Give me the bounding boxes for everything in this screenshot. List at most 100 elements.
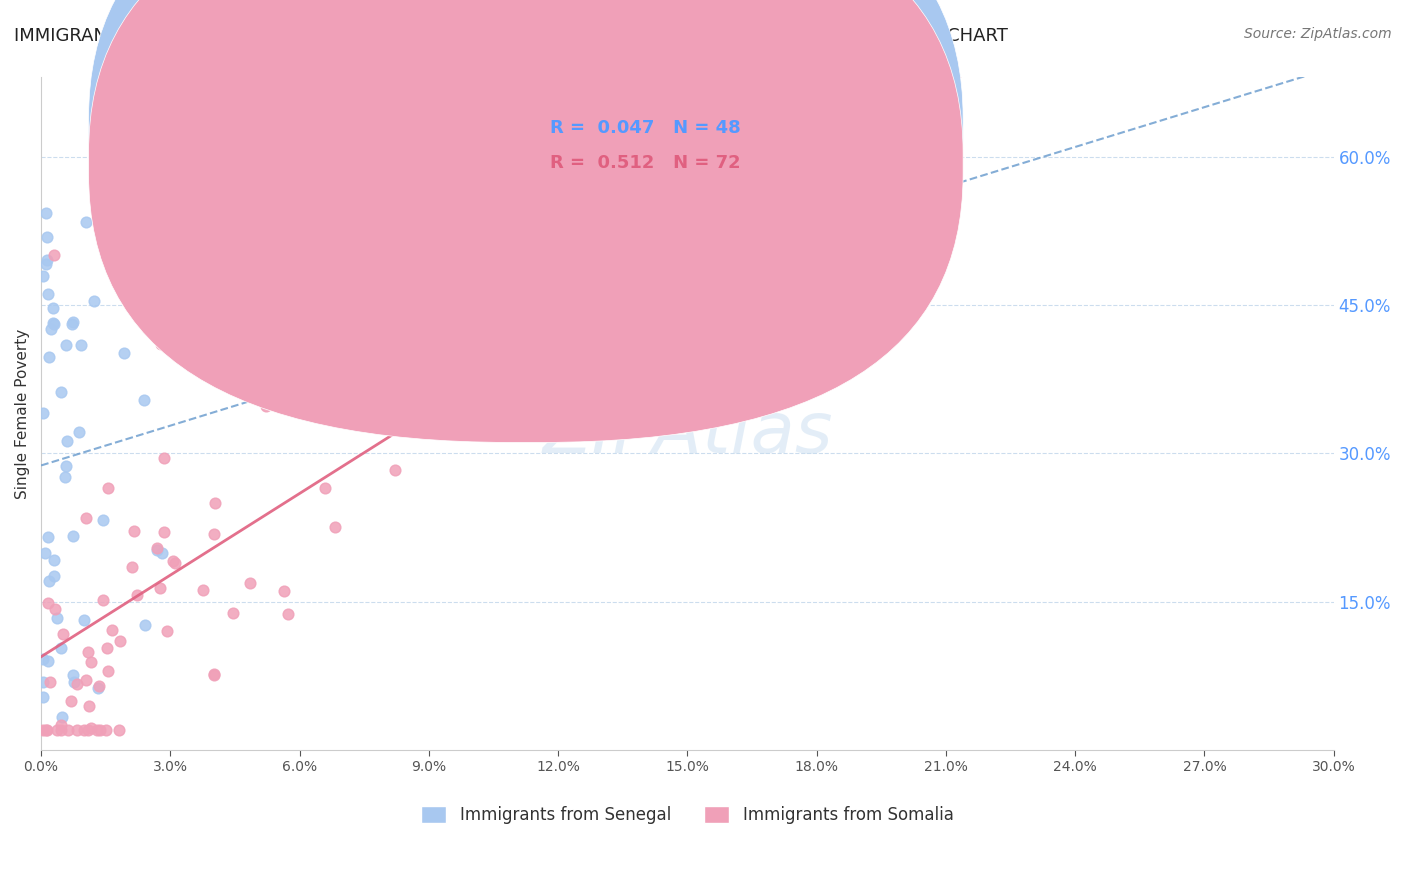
Point [77, 644, 100, 658]
Point [420, 266, 443, 280]
Point [108, 723, 131, 738]
Point [46, 723, 69, 738]
Point [87, 681, 110, 695]
Point [202, 668, 225, 682]
Point [156, 624, 179, 638]
Point [62, 315, 84, 329]
Point [32, 406, 55, 420]
Point [32, 723, 55, 738]
Point [39, 675, 62, 690]
Point [101, 624, 124, 638]
Point [222, 606, 245, 620]
Point [127, 588, 149, 602]
Point [441, 369, 464, 384]
Legend: Immigrants from Senegal, Immigrants from Somalia: Immigrants from Senegal, Immigrants from… [415, 799, 960, 830]
Point [488, 184, 510, 198]
Point [277, 607, 299, 621]
Point [42, 316, 65, 330]
Point [80, 655, 103, 669]
Point [66, 723, 89, 738]
Point [37, 654, 59, 668]
Point [523, 87, 546, 101]
Point [91, 593, 114, 607]
Point [202, 527, 225, 541]
Point [273, 584, 295, 599]
Point [162, 554, 184, 568]
Point [440, 343, 463, 357]
Point [254, 399, 277, 413]
Point [254, 228, 277, 243]
Point [108, 633, 131, 648]
Point [34, 546, 56, 560]
Point [239, 576, 262, 591]
Point [35, 253, 58, 268]
Point [100, 239, 122, 253]
Point [83, 293, 105, 308]
Point [94, 723, 117, 738]
Point [645, 105, 668, 120]
Point [44, 602, 66, 616]
Point [42, 317, 65, 331]
Point [60, 317, 83, 331]
Y-axis label: Single Female Poverty: Single Female Poverty [15, 328, 30, 499]
Point [67, 425, 90, 439]
Text: R =  0.047   N = 48: R = 0.047 N = 48 [550, 119, 741, 136]
Point [37, 287, 59, 301]
Point [150, 546, 173, 560]
Point [49, 718, 72, 732]
Point [76, 723, 98, 738]
Point [51, 723, 73, 738]
Point [122, 524, 145, 538]
Point [79, 722, 101, 736]
Point [49, 640, 72, 655]
Point [86, 723, 108, 738]
Point [87, 679, 110, 693]
Point [32, 690, 55, 704]
Text: Source: ZipAtlas.com: Source: ZipAtlas.com [1244, 27, 1392, 41]
Point [42, 301, 65, 315]
Point [149, 581, 172, 595]
Point [66, 676, 89, 690]
Point [97, 481, 120, 495]
Point [41, 322, 63, 336]
Point [73, 723, 96, 738]
Point [370, 284, 392, 298]
Point [96, 641, 118, 656]
Point [202, 666, 225, 681]
Point [89, 723, 111, 738]
Point [340, 367, 363, 381]
Point [34, 257, 56, 271]
Point [62, 667, 84, 681]
Point [152, 450, 174, 465]
Point [32, 269, 55, 284]
Point [311, 367, 333, 381]
Point [56, 723, 79, 738]
Point [146, 543, 169, 558]
Point [323, 520, 346, 534]
Point [163, 557, 186, 571]
Point [69, 338, 91, 352]
Point [37, 530, 59, 544]
Point [75, 510, 97, 524]
Point [146, 541, 169, 555]
Point [62, 529, 84, 543]
Point [150, 337, 173, 351]
Point [55, 434, 77, 449]
Point [35, 206, 58, 220]
Point [32, 652, 55, 666]
Point [42, 553, 65, 567]
Point [53, 470, 76, 484]
Point [55, 459, 77, 474]
Point [42, 569, 65, 583]
Point [52, 626, 75, 640]
Point [37, 596, 59, 610]
Point [153, 525, 176, 540]
Point [76, 214, 98, 228]
Point [204, 496, 226, 510]
Point [32, 675, 55, 690]
Point [55, 338, 77, 352]
Point [34, 723, 56, 738]
Point [415, 271, 437, 285]
Point [42, 248, 65, 262]
Point [62, 675, 84, 690]
